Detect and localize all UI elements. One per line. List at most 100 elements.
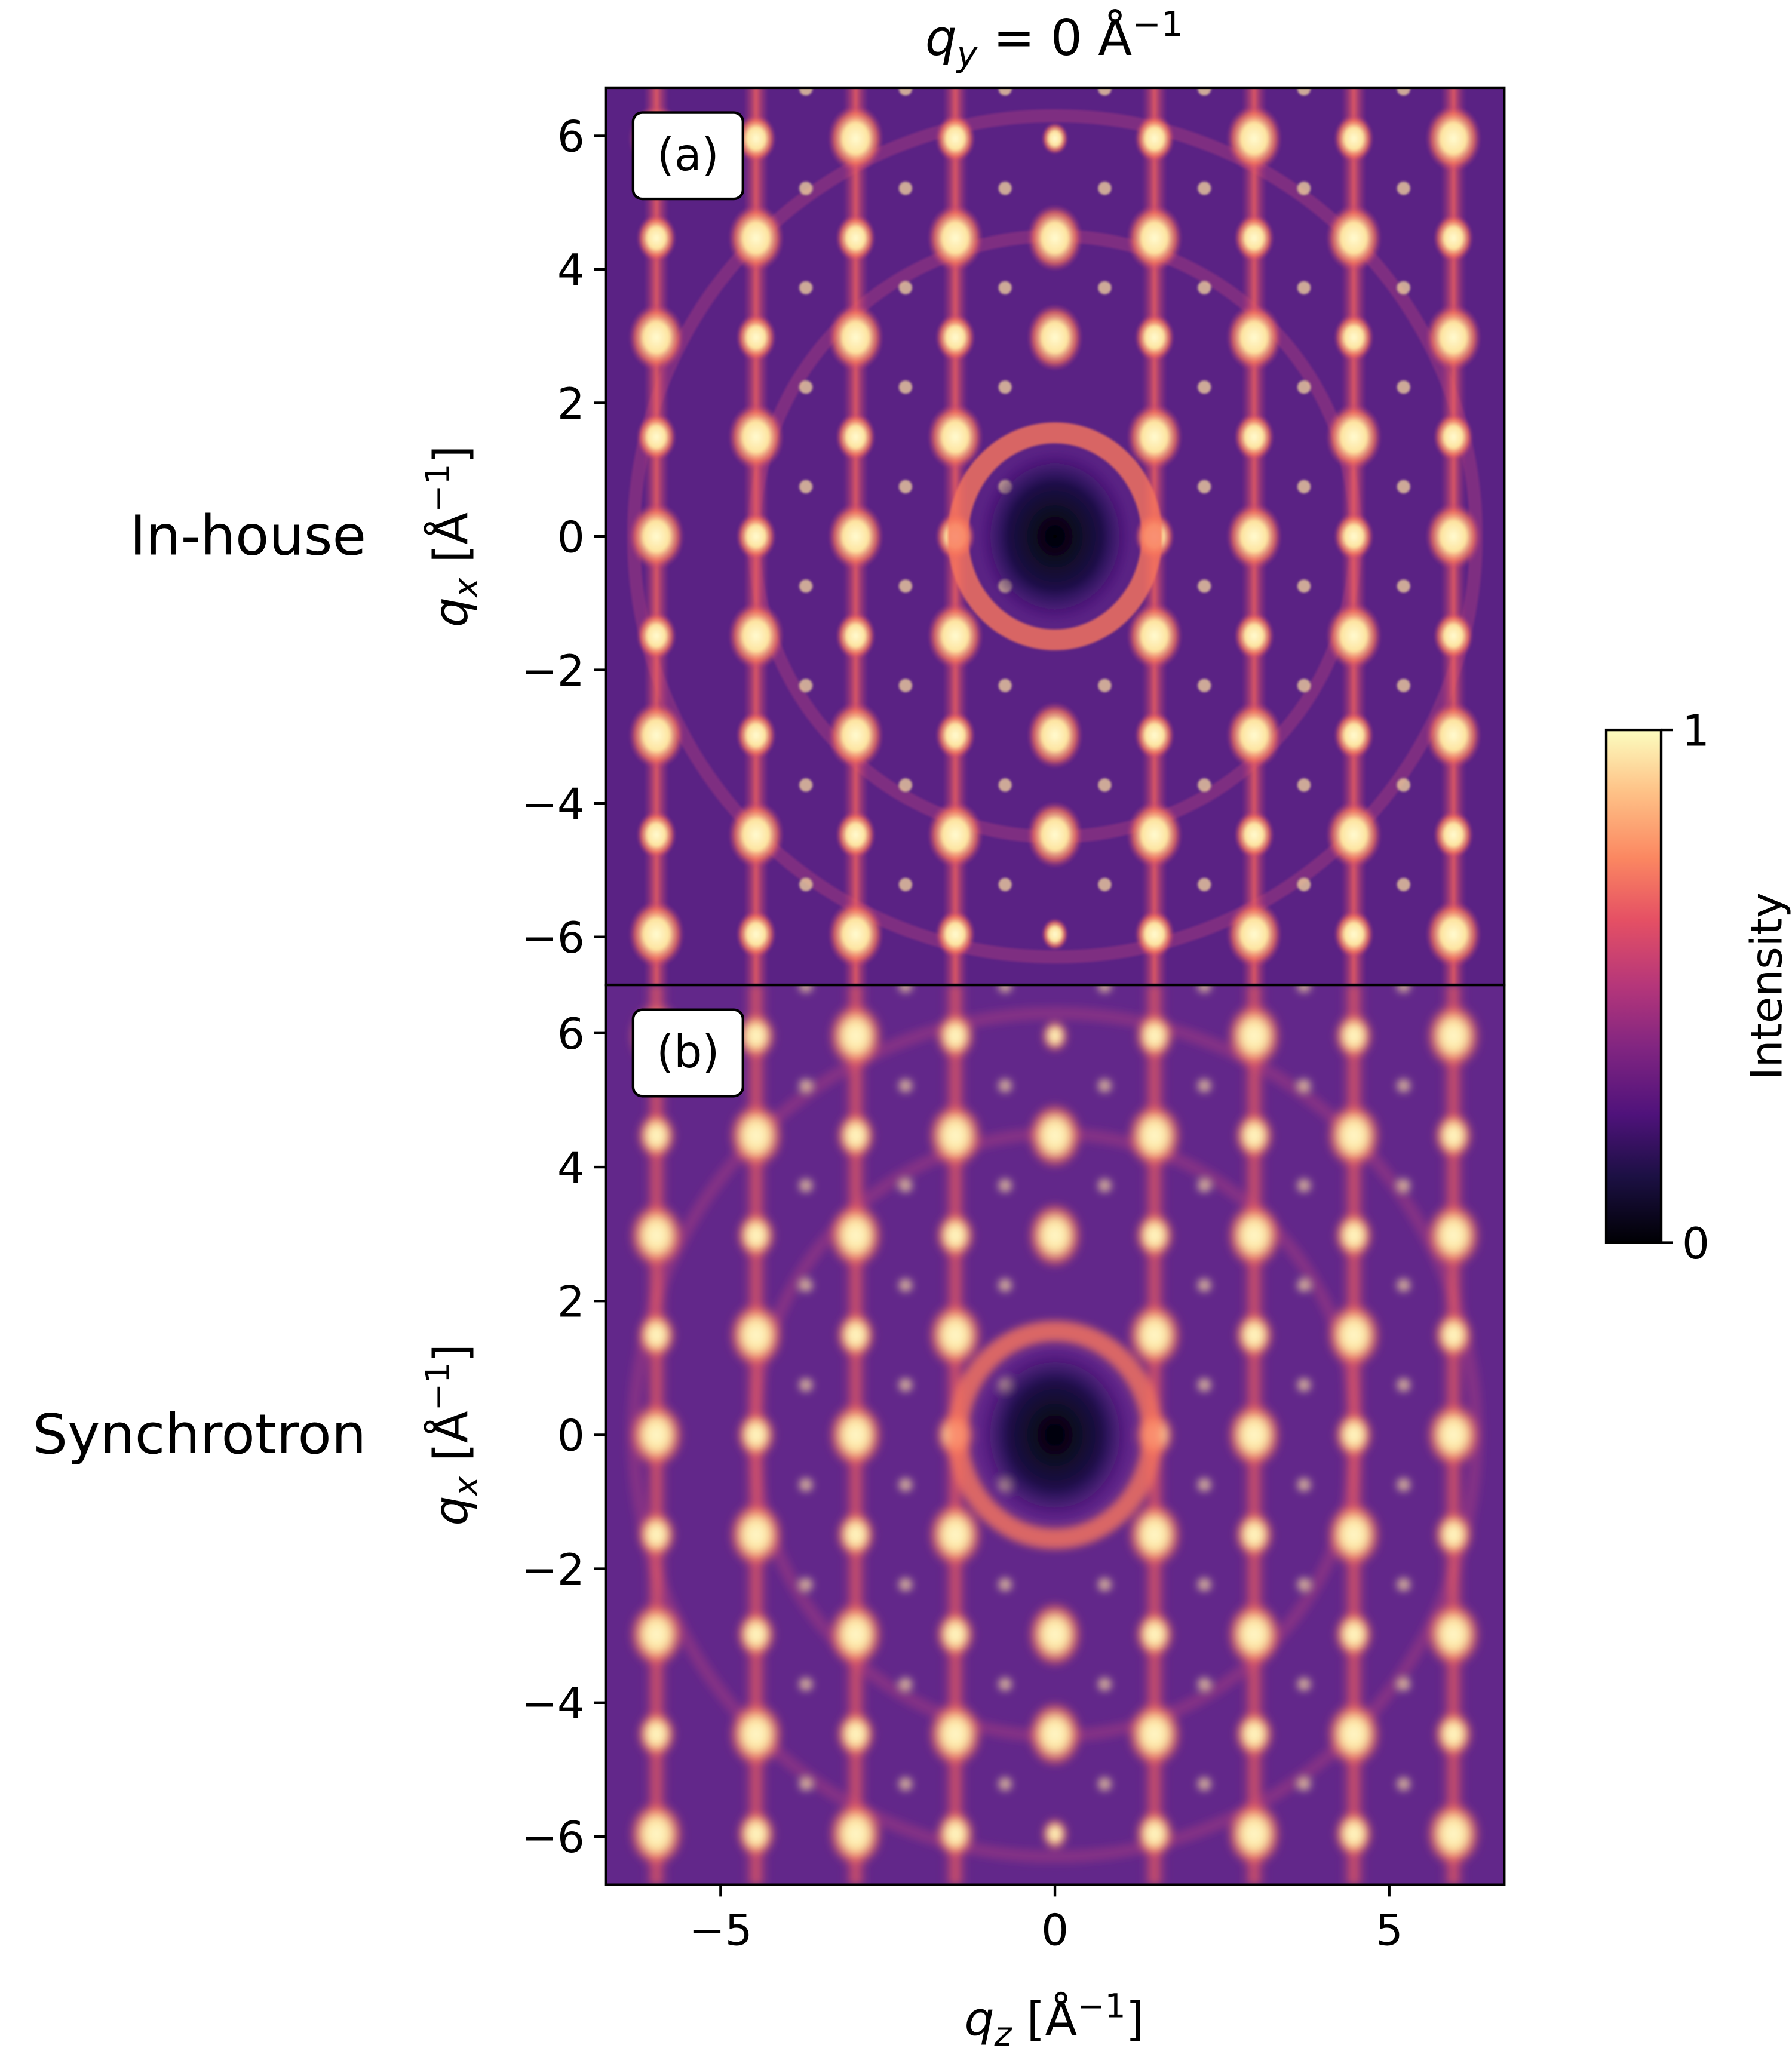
- weak-spot: [1098, 678, 1112, 693]
- diffraction-spot: [1425, 1800, 1482, 1868]
- label-superscript: −1: [419, 1362, 458, 1411]
- weak-spot: [1198, 1577, 1211, 1592]
- weak-spot: [1397, 579, 1410, 593]
- diffraction-spot: [927, 403, 984, 471]
- weak-spot: [1397, 678, 1410, 693]
- panel-label: (a): [657, 129, 719, 181]
- diffraction-spot: [827, 701, 884, 769]
- weak-spot: [1098, 877, 1112, 892]
- diffraction-spot: [736, 1810, 777, 1858]
- label-superscript: −1: [419, 464, 458, 512]
- diffraction-spot: [827, 900, 884, 968]
- diffraction-spot: [1126, 403, 1183, 471]
- diffraction-spot: [1433, 214, 1474, 262]
- colorbar-label: Intensity: [1742, 892, 1792, 1080]
- diffraction-spot: [1134, 1610, 1175, 1659]
- weak-spot: [1397, 1777, 1410, 1791]
- weak-spot: [1297, 985, 1311, 993]
- diffraction-spot: [1234, 612, 1275, 660]
- weak-spot: [998, 181, 1012, 195]
- weak-spot: [1297, 1378, 1311, 1392]
- weak-spot: [1098, 1777, 1112, 1791]
- diffraction-spot: [1333, 910, 1374, 959]
- diffraction-spot: [1027, 1600, 1084, 1668]
- label-superscript: −1: [1077, 1988, 1125, 2026]
- diffraction-spot: [1325, 403, 1382, 471]
- weak-spot: [1397, 1577, 1410, 1592]
- y-tick-label: −2: [521, 646, 585, 696]
- diffraction-spot: [1433, 1111, 1474, 1160]
- central-core: [978, 449, 1132, 624]
- diffraction-spot: [927, 1301, 984, 1369]
- diffraction-spot: [1425, 701, 1482, 769]
- diffraction-spot: [1226, 105, 1282, 173]
- weak-spot: [799, 281, 813, 294]
- diffraction-spot: [835, 612, 876, 660]
- weak-spot: [898, 1777, 913, 1791]
- diffraction-spot: [1226, 1600, 1282, 1668]
- diffraction-spot: [1041, 918, 1069, 950]
- diffraction-spot: [1333, 114, 1374, 163]
- diffraction-spot: [628, 1401, 685, 1469]
- weak-spot: [998, 985, 1012, 993]
- diffraction-spot: [1333, 512, 1374, 561]
- diffraction-spot: [927, 1101, 984, 1169]
- diffraction-spot: [628, 303, 685, 371]
- weak-spot: [898, 985, 913, 993]
- y-tick-label: 6: [557, 112, 585, 162]
- diffraction-spot: [1425, 1401, 1482, 1469]
- weak-spot: [1098, 1178, 1112, 1193]
- axis-label: qx [Å−1]: [419, 446, 486, 628]
- weak-spot: [1297, 1677, 1311, 1691]
- diffraction-spot: [636, 214, 677, 262]
- diffraction-spot: [736, 910, 777, 959]
- y-tick-label: 4: [557, 245, 585, 296]
- colorbar-tick-label: 1: [1682, 706, 1710, 756]
- weak-spot: [898, 678, 913, 693]
- heatmap-pattern: [627, 87, 1483, 985]
- diffraction-spot: [1234, 214, 1275, 262]
- diffraction-spot: [736, 313, 777, 362]
- diffraction-spot: [636, 413, 677, 461]
- weak-spot: [898, 579, 913, 593]
- weak-spot: [1297, 1577, 1311, 1592]
- label-subscript: x: [447, 1476, 486, 1497]
- diffraction-spot: [1027, 701, 1084, 769]
- weak-spot: [1198, 985, 1211, 993]
- weak-spot: [998, 1178, 1012, 1193]
- diffraction-spot: [827, 1401, 884, 1469]
- weak-spot: [898, 181, 913, 195]
- label-text: ]: [1126, 1992, 1144, 2047]
- weak-spot: [1098, 1079, 1112, 1093]
- diffraction-spot: [927, 1500, 984, 1568]
- weak-spot: [898, 1278, 913, 1292]
- diffraction-spot: [1226, 1401, 1282, 1469]
- diffraction-spot: [1226, 701, 1282, 769]
- diffraction-spot: [1226, 502, 1282, 570]
- label-symbol: q: [424, 1496, 478, 1526]
- weak-spot: [1198, 380, 1211, 394]
- diffraction-spot: [628, 1800, 685, 1868]
- weak-spot: [1397, 778, 1410, 792]
- central-ring: [947, 1321, 1162, 1549]
- diffraction-spot: [1333, 1211, 1374, 1260]
- weak-spot: [799, 1478, 813, 1492]
- weak-spot: [898, 281, 913, 294]
- weak-spot: [799, 380, 813, 394]
- weak-spot: [1297, 1777, 1311, 1791]
- heatmap-image: [605, 985, 1505, 1885]
- y-tick-label: 4: [557, 1143, 585, 1193]
- diffraction-spot: [1325, 801, 1382, 868]
- diffraction-spot: [835, 1111, 876, 1160]
- weak-spot: [1198, 1278, 1211, 1292]
- diffraction-spot: [935, 1610, 975, 1659]
- diffraction-spot: [636, 810, 677, 859]
- weak-spot: [1397, 480, 1410, 493]
- diffraction-spot: [636, 1111, 677, 1160]
- y-tick-label: −4: [521, 1679, 585, 1729]
- diffraction-spot: [1333, 1011, 1374, 1060]
- diffraction-spot: [1226, 1201, 1282, 1269]
- diffraction-spot: [728, 403, 784, 471]
- y-tick-label: −6: [521, 1813, 585, 1863]
